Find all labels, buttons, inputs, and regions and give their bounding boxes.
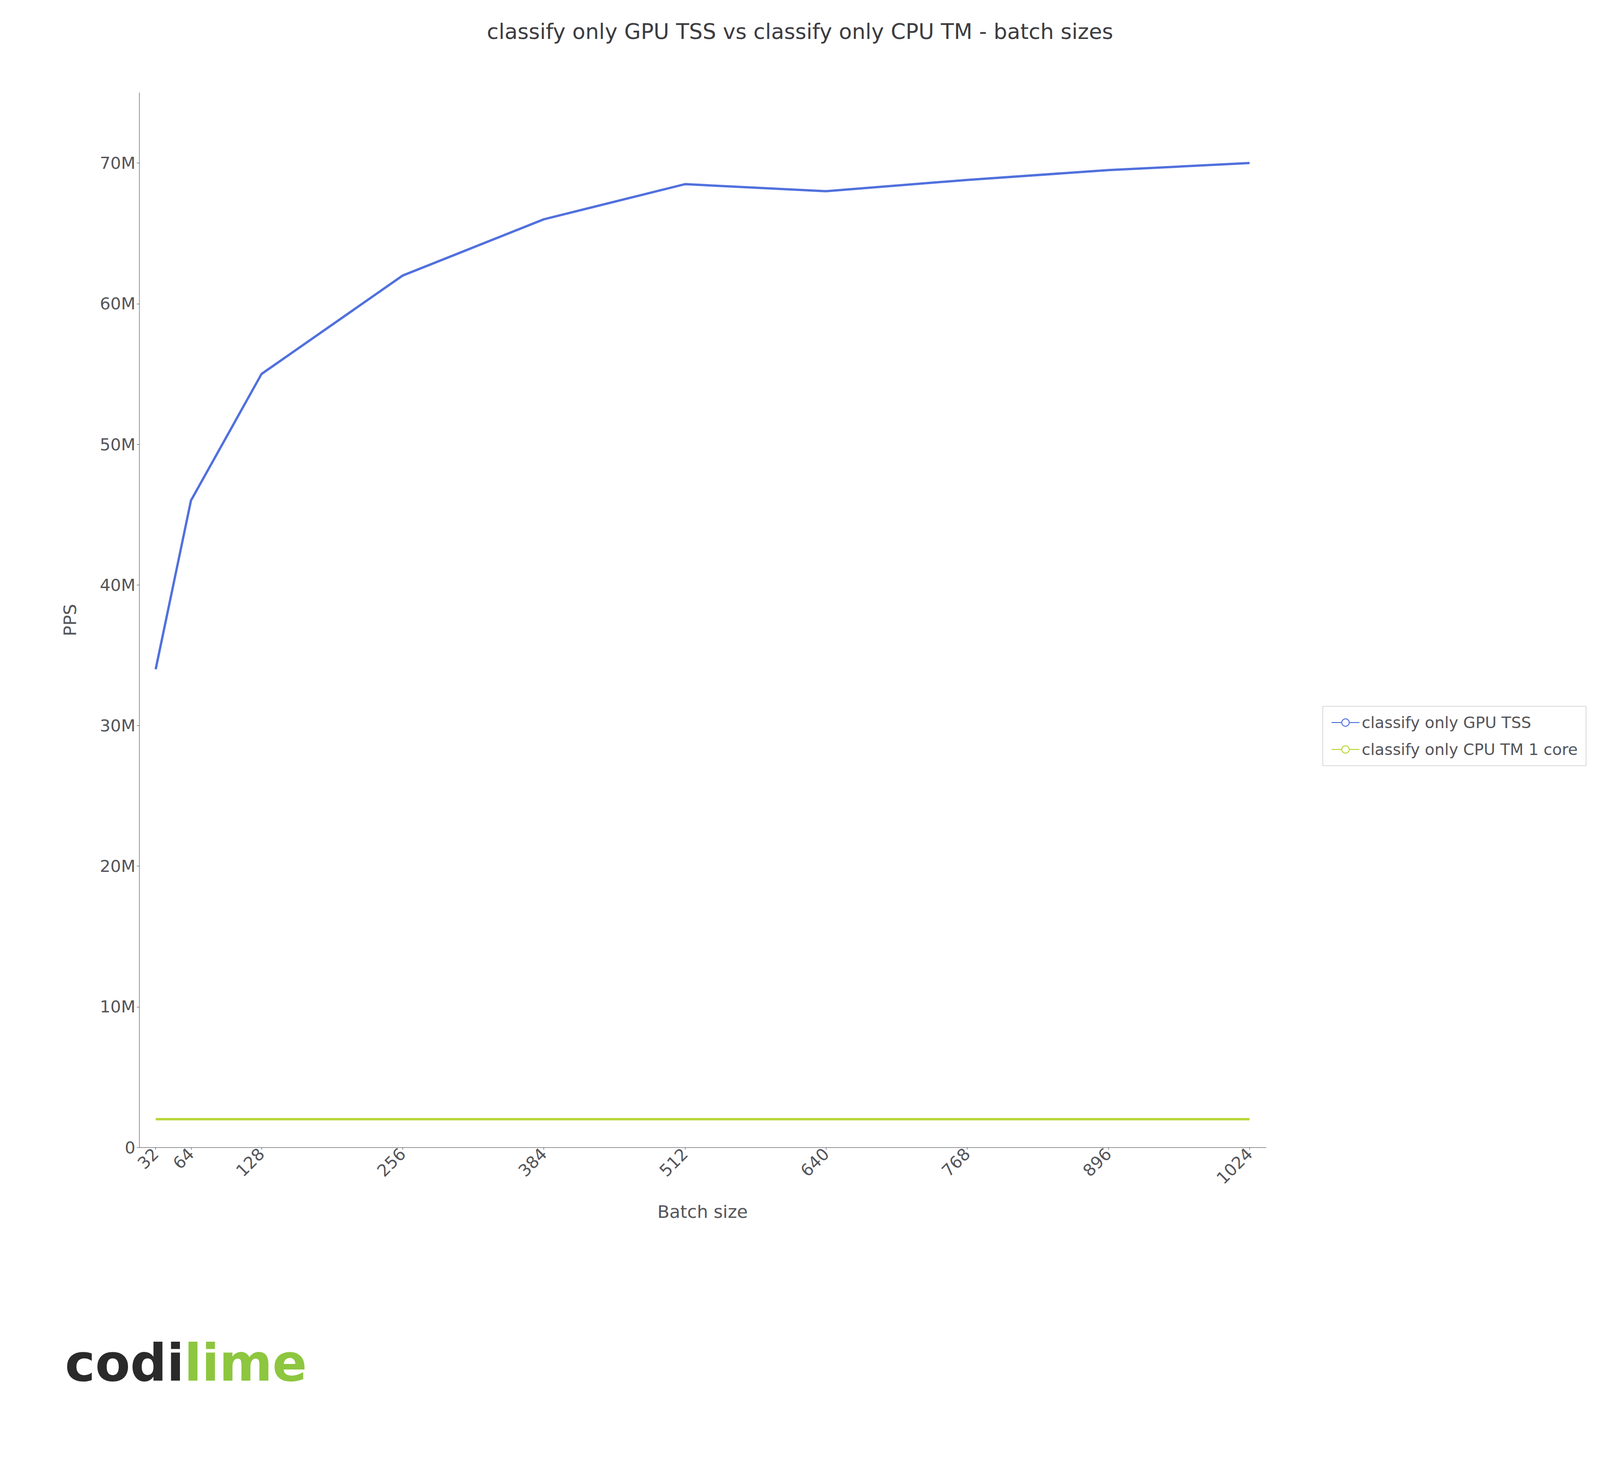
svg-text:0: 0 [124,1138,136,1158]
svg-text:60M: 60M [99,294,136,314]
svg-text:classify only CPU TM 1 core: classify only CPU TM 1 core [1361,740,1578,759]
svg-text:50M: 50M [99,435,136,455]
svg-text:PPS: PPS [59,603,81,637]
svg-text:32: 32 [134,1144,163,1173]
svg-text:30M: 30M [99,716,136,736]
svg-text:lime: lime [184,1333,308,1393]
svg-text:70M: 70M [99,153,136,173]
svg-text:classify only GPU TSS: classify only GPU TSS [1361,713,1531,732]
svg-text:40M: 40M [99,575,136,595]
svg-text:640: 640 [796,1144,833,1181]
svg-text:256: 256 [373,1144,410,1181]
svg-text:128: 128 [232,1144,269,1181]
svg-text:1024: 1024 [1212,1144,1257,1189]
svg-text:64: 64 [169,1144,198,1173]
svg-text:20M: 20M [99,856,136,876]
svg-text:768: 768 [938,1144,975,1181]
svg-text:10M: 10M [99,997,136,1017]
svg-text:512: 512 [655,1144,692,1181]
svg-text:codi: codi [64,1333,185,1393]
svg-text:classify only GPU TSS vs class: classify only GPU TSS vs classify only C… [486,19,1114,45]
svg-text:Batch size: Batch size [657,1201,749,1223]
svg-text:384: 384 [514,1144,551,1181]
svg-text:896: 896 [1079,1144,1116,1181]
